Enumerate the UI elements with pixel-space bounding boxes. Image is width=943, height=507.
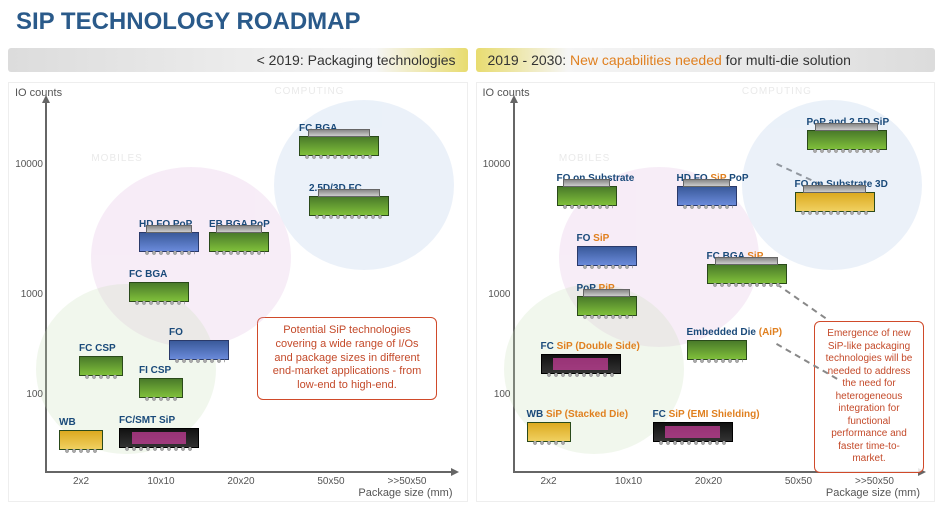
x-tick: 50x50 [317,476,344,487]
chip-icon [577,246,637,266]
chart-right: IO counts Package size (mm) Emergence of… [476,82,936,502]
x-tick: 50x50 [785,476,812,487]
chip-icon [299,136,379,156]
package-item: FC BGA [129,269,189,302]
package-item: FC SiP (Double Side) [541,341,640,374]
package-item: PoP and 2.5D SiP [807,117,890,150]
x-tick: 20x20 [227,476,254,487]
tab-pre-2019: < 2019: Packaging technologies [8,48,468,72]
chip-icon [687,340,747,360]
chip-icon [807,130,887,150]
package-item: Embedded Die (AiP) [687,327,783,360]
chip-icon [139,378,183,398]
chip-icon [557,186,617,206]
page-title: SIP TECHNOLOGY ROADMAP [0,0,943,44]
package-label: FC/SMT SiP [119,415,199,426]
package-label: FC SiP (Double Side) [541,341,640,352]
right-callout: Emergence of new SiP-like packaging tech… [814,321,924,473]
chip-icon [653,422,733,442]
package-label: FO SiP [577,233,637,244]
package-item: FO SiP [577,233,637,266]
chip-icon [677,186,737,206]
chart-left: IO counts Package size (mm) Potential Si… [8,82,468,502]
chip-icon [129,282,189,302]
y-tick: 10000 [479,159,511,170]
package-label: WB SiP (Stacked Die) [527,409,629,420]
package-item: FC BGA SiP [707,251,787,284]
chip-icon [577,296,637,316]
package-item: HD FO SiP PoP [677,173,749,206]
package-item: FO on Substrate 3D [795,179,888,212]
package-label: FO [169,327,229,338]
package-item: 2.5D/3D FC [309,183,389,216]
arrow-dashed [775,283,825,319]
package-item: EB BGA PoP [209,219,270,252]
package-label: Embedded Die (AiP) [687,327,783,338]
x-axis-label: Package size (mm) [826,487,920,499]
package-item: FC SiP (EMI Shielding) [653,409,760,442]
x-axis [45,471,453,473]
tab-right-highlight: New capabilities needed [570,52,722,68]
chip-icon [527,422,571,442]
package-item: WB SiP (Stacked Die) [527,409,629,442]
left-callout: Potential SiP technologies covering a wi… [257,317,437,400]
chip-icon [707,264,787,284]
y-axis [45,101,47,473]
chip-icon [79,356,123,376]
package-label: FC SiP (EMI Shielding) [653,409,760,420]
package-item: HD FO PoP [139,219,199,252]
y-tick: 10000 [11,159,43,170]
y-axis-label: IO counts [15,87,62,99]
chip-icon [541,354,621,374]
x-tick: >>50x50 [855,476,894,487]
y-axis [513,101,515,473]
x-tick: 2x2 [73,476,89,487]
package-label: FI CSP [139,365,183,376]
package-label: WB [59,417,103,428]
y-tick: 1000 [11,289,43,300]
package-item: PoP PiP [577,283,637,316]
era-tabs: < 2019: Packaging technologies 2019 - 20… [0,44,943,76]
package-item: WB [59,417,103,450]
package-item: FC CSP [79,343,123,376]
package-item: FI CSP [139,365,183,398]
chip-icon [169,340,229,360]
chip-icon [119,428,199,448]
package-item: FC/SMT SiP [119,415,199,448]
package-item: FC BGA [299,123,379,156]
x-tick: 2x2 [540,476,556,487]
chip-icon [59,430,103,450]
package-label: FC CSP [79,343,123,354]
tab-2019-2030: 2019 - 2030: New capabilities needed for… [476,48,936,72]
package-item: FO on Substrate [557,173,635,206]
x-tick: 10x10 [147,476,174,487]
y-tick: 1000 [479,289,511,300]
tab-left-main: Packaging technologies [308,52,456,68]
package-item: FO [169,327,229,360]
tab-right-suffix: for multi-die solution [722,52,851,68]
chip-icon [209,232,269,252]
chip-icon [139,232,199,252]
package-label: FC BGA [129,269,189,280]
chip-icon [795,192,875,212]
x-tick: 20x20 [695,476,722,487]
tab-right-prefix: 2019 - 2030: [488,52,571,68]
x-axis-label: Package size (mm) [358,487,452,499]
y-tick: 100 [479,389,511,400]
x-tick: >>50x50 [388,476,427,487]
chart-panels: IO counts Package size (mm) Potential Si… [0,76,943,502]
y-tick: 100 [11,389,43,400]
x-tick: 10x10 [615,476,642,487]
tab-left-prefix: < 2019: [257,52,308,68]
y-axis-label: IO counts [483,87,530,99]
chip-icon [309,196,389,216]
